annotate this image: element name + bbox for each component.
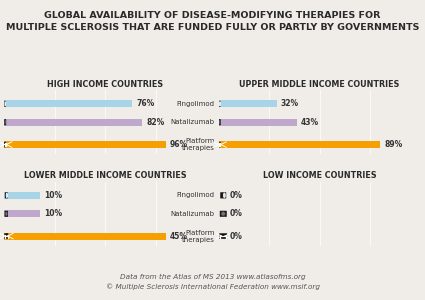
Bar xyxy=(218,119,297,126)
FancyBboxPatch shape xyxy=(220,211,227,217)
Text: Data from the Atlas of MS 2013 www.atlasofms.org
© Multiple Sclerosis Internatio: Data from the Atlas of MS 2013 www.atlas… xyxy=(105,274,320,290)
Text: 89%: 89% xyxy=(384,140,402,149)
Text: 45%: 45% xyxy=(170,232,188,241)
FancyBboxPatch shape xyxy=(5,211,8,217)
Title: HIGH INCOME COUNTRIES: HIGH INCOME COUNTRIES xyxy=(47,80,163,88)
Text: 32%: 32% xyxy=(281,99,299,108)
Bar xyxy=(4,210,40,217)
FancyBboxPatch shape xyxy=(219,119,220,125)
Text: Platform
therapies: Platform therapies xyxy=(181,138,215,151)
Title: LOWER MIDDLE INCOME COUNTRIES: LOWER MIDDLE INCOME COUNTRIES xyxy=(24,171,187,180)
FancyBboxPatch shape xyxy=(220,234,227,239)
FancyBboxPatch shape xyxy=(5,101,6,106)
Text: Natalizumab: Natalizumab xyxy=(170,119,215,125)
Text: 0%: 0% xyxy=(230,232,243,241)
Bar xyxy=(4,100,132,107)
Text: 10%: 10% xyxy=(44,209,62,218)
Ellipse shape xyxy=(219,120,220,124)
Text: 43%: 43% xyxy=(301,118,319,127)
Text: 96%: 96% xyxy=(170,140,188,149)
Circle shape xyxy=(6,193,7,197)
FancyBboxPatch shape xyxy=(5,119,6,125)
Text: Fingolimod: Fingolimod xyxy=(176,101,215,107)
FancyBboxPatch shape xyxy=(5,234,8,239)
Ellipse shape xyxy=(221,212,225,216)
Bar xyxy=(218,100,277,107)
Text: GLOBAL AVAILABILITY OF DISEASE-MODIFYING THERAPIES FOR
MULTIPLE SCLEROSIS THAT A: GLOBAL AVAILABILITY OF DISEASE-MODIFYING… xyxy=(6,11,419,32)
Text: Platform
therapies: Platform therapies xyxy=(181,230,215,243)
FancyBboxPatch shape xyxy=(221,193,226,198)
Text: 76%: 76% xyxy=(136,99,155,108)
Bar xyxy=(4,141,166,148)
Ellipse shape xyxy=(6,212,7,216)
Circle shape xyxy=(224,193,225,197)
Text: 0%: 0% xyxy=(230,209,243,218)
Text: 10%: 10% xyxy=(44,191,62,200)
Bar xyxy=(218,141,380,148)
Ellipse shape xyxy=(5,120,6,124)
Bar xyxy=(4,232,166,240)
Text: 0%: 0% xyxy=(230,191,243,200)
Text: 82%: 82% xyxy=(147,118,165,127)
Title: UPPER MIDDLE INCOME COUNTRIES: UPPER MIDDLE INCOME COUNTRIES xyxy=(239,80,400,88)
Text: Fingolimod: Fingolimod xyxy=(176,192,215,198)
FancyBboxPatch shape xyxy=(5,142,6,147)
Text: Natalizumab: Natalizumab xyxy=(170,211,215,217)
FancyBboxPatch shape xyxy=(219,101,220,106)
Bar xyxy=(4,192,40,199)
Bar xyxy=(4,119,142,126)
FancyBboxPatch shape xyxy=(219,142,221,147)
Title: LOW INCOME COUNTRIES: LOW INCOME COUNTRIES xyxy=(263,171,377,180)
FancyBboxPatch shape xyxy=(5,193,8,198)
